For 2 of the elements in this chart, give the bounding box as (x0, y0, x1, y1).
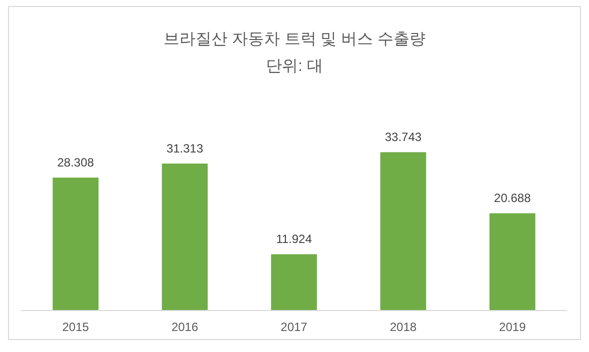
subtitle: 단위: 대 (266, 58, 323, 75)
title: 브라질산 자동차 트럭 및 버스 수출량 (163, 31, 426, 48)
